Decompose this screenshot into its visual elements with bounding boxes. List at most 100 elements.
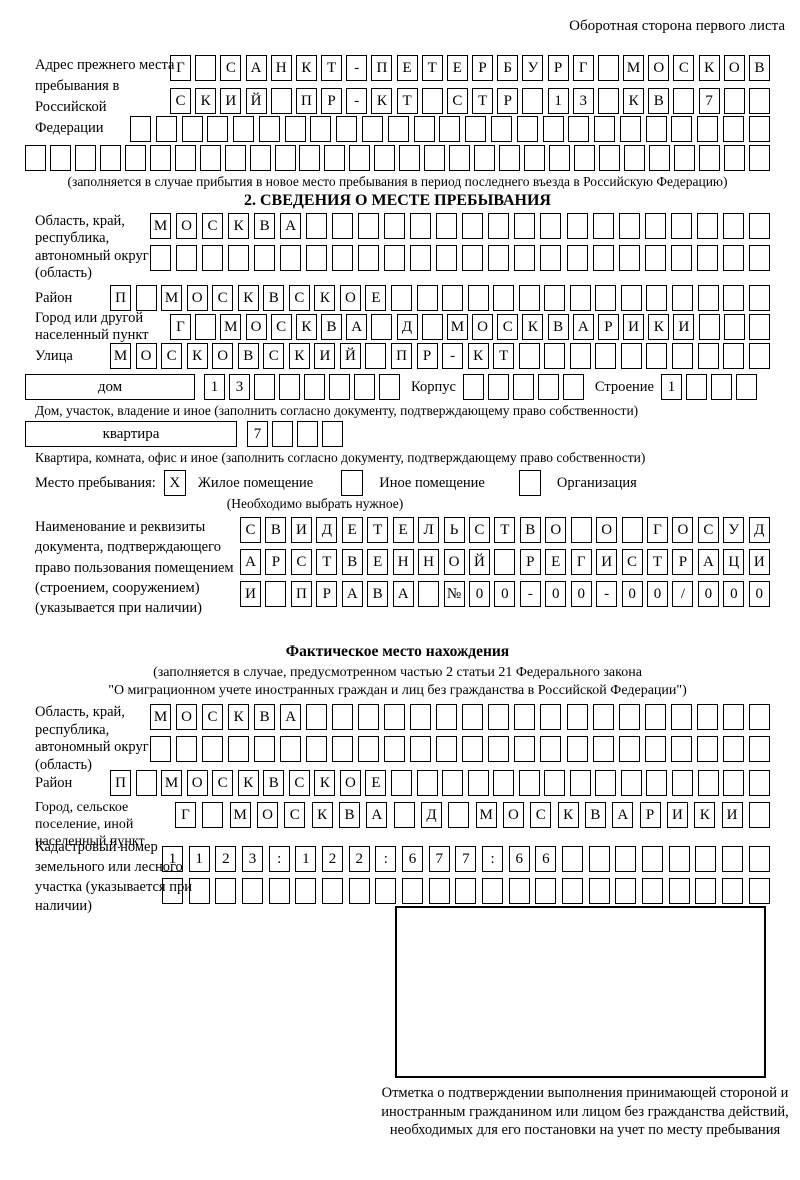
char-cell[interactable]: Г [175,802,196,829]
char-cell[interactable]: М [220,314,242,340]
char-cell[interactable]: Р [639,802,661,829]
char-cell[interactable] [646,285,668,311]
char-cell[interactable]: Е [365,285,387,311]
char-cell[interactable]: С [288,285,310,311]
char-cell[interactable]: Р [547,55,569,81]
char-cell[interactable]: С [212,285,234,311]
char-cell[interactable] [722,245,744,271]
char-cell[interactable] [174,145,196,171]
char-cell[interactable] [518,285,540,311]
char-cell[interactable]: Р [416,343,438,369]
char-cell[interactable]: С [202,213,224,239]
char-cell[interactable]: Г [572,55,594,81]
char-cell[interactable] [149,145,171,171]
char-cell[interactable]: В [254,213,276,239]
char-cell[interactable]: 1 [660,374,682,400]
char-cell[interactable]: О [176,213,198,239]
char-cell[interactable] [671,116,693,142]
char-cell[interactable]: В [519,517,541,543]
char-cell[interactable]: 2 [348,846,370,873]
char-cell[interactable] [615,878,637,905]
char-cell[interactable]: В [341,549,363,575]
char-cell[interactable] [436,736,458,763]
char-cell[interactable] [474,145,496,171]
char-cell[interactable]: Н [418,549,440,575]
char-cell[interactable] [723,343,745,369]
char-cell[interactable]: 0 [494,581,516,607]
char-cell[interactable] [621,517,643,543]
char-cell[interactable]: С [202,704,224,731]
char-cell[interactable] [99,145,121,171]
char-cell[interactable]: О [502,802,524,829]
char-cell[interactable]: С [170,88,191,114]
char-cell[interactable] [748,704,770,731]
char-cell[interactable] [329,374,350,400]
char-cell[interactable] [467,770,489,797]
char-cell[interactable] [569,770,591,797]
char-cell[interactable] [696,245,718,271]
char-cell[interactable] [723,88,745,114]
char-cell[interactable]: О [443,549,465,575]
char-cell[interactable]: И [721,802,743,829]
char-cell[interactable] [162,878,183,905]
char-cell[interactable] [488,213,510,239]
char-cell[interactable] [74,145,96,171]
char-cell[interactable] [645,116,667,142]
char-cell[interactable]: И [748,549,770,575]
char-cell[interactable]: Р [316,581,338,607]
char-cell[interactable]: Н [270,55,292,81]
char-cell[interactable]: Т [493,343,515,369]
char-cell[interactable] [295,878,317,905]
char-cell[interactable]: В [237,343,259,369]
char-cell[interactable] [487,374,509,400]
char-cell[interactable] [685,374,707,400]
char-cell[interactable]: А [280,704,302,731]
char-cell[interactable]: М [475,802,497,829]
char-cell[interactable] [413,116,435,142]
char-cell[interactable] [348,878,370,905]
char-cell[interactable] [228,245,250,271]
char-cell[interactable]: 0 [748,581,770,607]
char-cell[interactable]: О [648,55,670,81]
char-cell[interactable] [195,314,217,340]
char-cell[interactable] [436,213,458,239]
char-cell[interactable] [514,213,536,239]
char-cell[interactable]: Н [392,549,414,575]
char-cell[interactable]: Е [341,517,363,543]
char-cell[interactable]: А [341,581,363,607]
char-cell[interactable] [646,770,668,797]
char-cell[interactable]: О [339,770,361,797]
char-cell[interactable] [268,878,290,905]
char-cell[interactable]: О [176,704,198,731]
char-cell[interactable] [424,145,446,171]
char-cell[interactable]: С [161,343,183,369]
char-cell[interactable] [570,517,592,543]
char-cell[interactable] [562,878,584,905]
char-cell[interactable] [540,245,562,271]
char-cell[interactable] [488,704,510,731]
char-cell[interactable]: А [572,314,594,340]
char-cell[interactable]: В [547,314,569,340]
char-cell[interactable] [494,549,516,575]
char-cell[interactable] [402,878,424,905]
char-cell[interactable] [672,770,694,797]
char-cell[interactable] [410,736,432,763]
char-cell[interactable]: К [237,285,259,311]
char-cell[interactable]: 7 [698,88,720,114]
char-cell[interactable] [518,343,540,369]
char-cell[interactable]: К [186,343,208,369]
char-cell[interactable] [374,145,396,171]
char-cell[interactable] [696,213,718,239]
char-cell[interactable]: С [673,55,695,81]
char-cell[interactable]: Д [396,314,418,340]
char-cell[interactable] [375,878,397,905]
char-cell[interactable]: Д [420,802,442,829]
char-cell[interactable]: 1 [204,374,225,400]
char-cell[interactable] [644,245,666,271]
char-cell[interactable] [569,285,591,311]
char-cell[interactable] [508,878,530,905]
char-cell[interactable] [748,802,770,829]
char-cell[interactable]: У [522,55,544,81]
char-cell[interactable] [25,145,46,171]
char-cell[interactable]: Е [367,549,389,575]
